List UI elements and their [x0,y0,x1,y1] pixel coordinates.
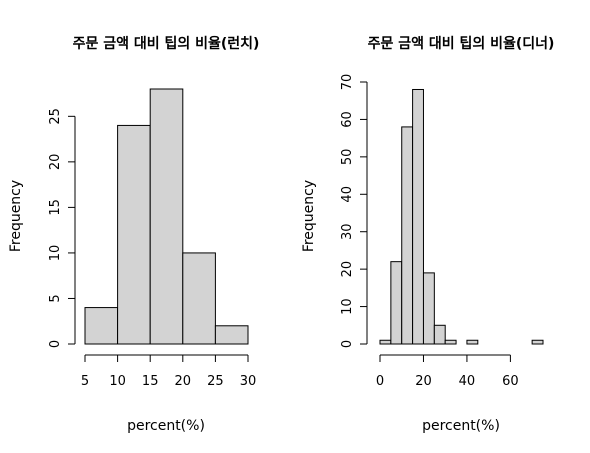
dinner-bar [444,339,457,345]
lunch-x-tick-label: 25 [207,374,224,389]
dinner-x-tick-label: 0 [376,374,384,389]
lunch-x-tick-label: 30 [240,374,257,389]
lunch-bar [117,124,151,345]
lunch-x-axis-label: percent(%) [127,418,205,434]
lunch-bar [182,252,216,345]
dinner-bar [531,339,544,345]
lunch-y-tick-label: 15 [48,199,63,216]
dinner-x-axis: 0 20 40 60 [376,354,519,389]
dinner-y-tick-label: 50 [340,149,355,166]
dinner-y-tick-label: 20 [340,261,355,278]
dinner-chart-title: 주문 금액 대비 팁의 비율(디너) [368,35,555,52]
lunch-y-tick-label: 5 [48,294,63,302]
lunch-x-tick-label: 10 [109,374,126,389]
dinner-bar [422,272,435,345]
dinner-y-tick-label: 60 [340,111,355,128]
dinner-bar [390,261,403,345]
dinner-bar [379,339,392,345]
lunch-bar [214,325,249,345]
dinner-x-tick-label: 60 [502,374,519,389]
lunch-x-axis: 5 10 15 20 25 30 [81,354,257,389]
lunch-bar [84,307,119,345]
lunch-bars [84,88,249,345]
dinner-x-axis-label: percent(%) [422,418,500,434]
lunch-y-tick-label: 20 [48,154,63,171]
dinner-y-axis-label: Frequency [301,180,317,252]
dinner-y-tick-label: 30 [340,223,355,240]
lunch-x-tick-label: 15 [142,374,159,389]
dinner-y-tick-label: 70 [340,74,355,91]
lunch-chart-title: 주문 금액 대비 팁의 비율(런치) [73,35,260,52]
dinner-x-tick-label: 40 [459,374,476,389]
lunch-y-tick-label: 10 [48,245,63,262]
lunch-y-tick-label: 0 [48,340,63,348]
dinner-histogram-panel: 주문 금액 대비 팁의 비율(디너) percent(%) Frequency … [301,35,554,434]
lunch-x-tick-label: 20 [175,374,192,389]
lunch-y-axis: 0 5 10 15 20 25 [48,108,76,348]
lunch-y-axis-label: Frequency [8,180,24,252]
dinner-bar [433,324,446,345]
dinner-y-tick-label: 10 [340,298,355,315]
dinner-y-tick-label: 40 [340,186,355,203]
lunch-y-tick-label: 25 [48,108,63,125]
lunch-histogram-panel: 주문 금액 대비 팁의 비율(런치) percent(%) Frequency … [8,35,259,434]
dinner-y-axis: 0 10 20 30 40 50 60 70 [340,74,368,348]
dinner-bar [412,88,424,345]
dinner-x-tick-label: 20 [415,374,432,389]
dinner-y-tick-label: 0 [340,340,355,348]
dinner-bar [401,126,414,345]
dinner-bar [466,339,479,345]
lunch-x-tick-label: 5 [81,374,89,389]
lunch-bar [149,88,184,345]
dinner-bars [379,88,544,345]
